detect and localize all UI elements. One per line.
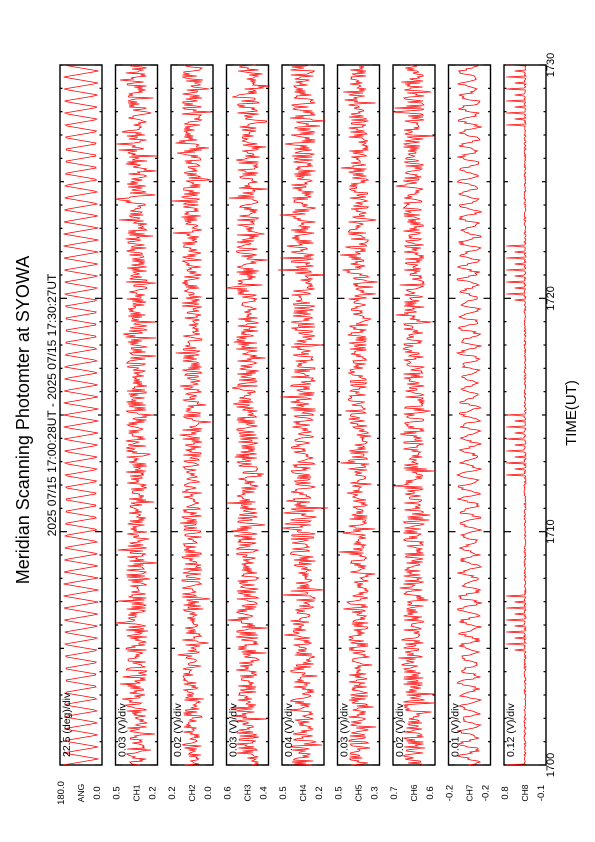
panel-5-scale-label: 0.03 (V)/div <box>339 703 351 757</box>
panel-4-frame <box>281 64 325 766</box>
panel-3-channel-label: CH3 <box>243 784 253 801</box>
panel-2-trace <box>171 64 212 766</box>
panel-7-scale-label: 0.01 (V)/div <box>450 703 462 757</box>
x-tick-label: 1730 <box>545 53 557 77</box>
panel-7-trace <box>455 64 483 766</box>
panel-6-channel-label: CH6 <box>409 784 419 801</box>
panel-1-tick-high: 0.5 <box>112 786 123 799</box>
x-tick-label: 1720 <box>545 286 557 310</box>
x-tick-label: 1700 <box>545 753 557 777</box>
panel-2-tick-low: 0.0 <box>203 786 214 799</box>
panel-4-channel-label: CH4 <box>298 784 308 801</box>
panel-5: 0.03 (V)/div 0.5 0.3 CH5 <box>334 64 381 802</box>
panel-6-tick-low: 0.6 <box>425 786 436 799</box>
panel-8-channel-label: CH8 <box>520 784 530 801</box>
panel-6-trace <box>392 64 436 766</box>
panel-angle-tick-high: 180.0 <box>56 781 67 805</box>
panel-1-trace <box>115 64 158 766</box>
panel-4: 0.04 (V)/div 0.5 0.2 CH4 <box>277 64 329 802</box>
panel-3-trace <box>226 64 270 766</box>
panel-angle-channel-label: ANG <box>76 784 86 802</box>
panel-4-scale-label: 0.04 (V)/div <box>283 703 295 757</box>
panel-5-frame <box>336 64 381 766</box>
panel-8-tick-high: 0.8 <box>500 786 511 799</box>
panel-6-scale-label: 0.02 (V)/div <box>394 703 406 757</box>
panel-3-scale-label: 0.03 (V)/div <box>228 703 240 757</box>
panel-1-scale-label: 0.03 (V)/div <box>117 703 129 757</box>
panel-6-tick-high: 0.7 <box>389 786 400 799</box>
panel-2-tick-high: 0.2 <box>167 786 178 799</box>
panel-5-trace <box>338 64 378 766</box>
panel-angle-trace <box>63 64 99 766</box>
panel-7-frame <box>447 64 492 766</box>
panel-1-channel-label: CH1 <box>132 784 142 801</box>
panel-angle-scale-label: 22.5 (deg)/div <box>61 692 73 757</box>
panel-8-trace <box>506 64 528 766</box>
panel-7-tick-low: -0.2 <box>481 785 492 801</box>
panel-1-tick-low: 0.2 <box>148 786 159 799</box>
panel-3: 0.03 (V)/div 0.6 0.4 CH3 <box>223 64 270 802</box>
panel-8: 0.12 (V)/div 0.8 -0.1 CH8 <box>500 64 547 802</box>
panel-1: 0.03 (V)/div 0.5 0.2 CH1 <box>112 64 159 802</box>
panel-4-tick-low: 0.2 <box>314 786 325 799</box>
panel-3-tick-high: 0.6 <box>223 786 234 799</box>
panel-8-scale-label: 0.12 (V)/div <box>505 703 517 757</box>
panel-5-channel-label: CH5 <box>354 784 364 801</box>
x-tick-label: 1710 <box>545 519 557 543</box>
panel-angle: 22.5 (deg)/div 180.0 0.0 ANG <box>56 64 103 805</box>
panel-2-channel-label: CH2 <box>187 784 197 801</box>
panel-5-tick-high: 0.5 <box>334 786 345 799</box>
panel-6: 0.02 (V)/div 0.7 0.6 CH6 <box>389 64 436 802</box>
panel-3-frame <box>225 64 270 766</box>
panel-2-scale-label: 0.02 (V)/div <box>172 703 184 757</box>
panel-5-tick-low: 0.3 <box>370 786 381 799</box>
panel-8-tick-low: -0.1 <box>536 785 547 801</box>
time-range: 2025 07/15 17:00:28UT - 2025 07/15 17:30… <box>45 273 59 536</box>
panel-angle-frame <box>59 64 103 766</box>
panel-4-tick-high: 0.5 <box>278 786 289 799</box>
panel-7-channel-label: CH7 <box>465 784 475 801</box>
panel-3-tick-low: 0.4 <box>259 786 270 799</box>
panel-2: 0.02 (V)/div 0.2 0.0 CH2 <box>167 64 214 802</box>
x-axis-label: TIME(UT) <box>563 380 580 446</box>
chart-title: Meridian Scanning Photomter at SYOWA <box>13 256 33 584</box>
x-tick-labels: 1700 1710 1720 1730 <box>545 53 557 777</box>
panel-7: 0.01 (V)/div -0.2 -0.2 CH7 <box>445 64 492 802</box>
panel-7-tick-high: -0.2 <box>445 785 456 801</box>
panels-group: 22.5 (deg)/div 180.0 0.0 ANG 0.03 (V)/div 0.5… <box>56 64 547 805</box>
panel-angle-tick-low: 0.0 <box>92 786 103 799</box>
panel-4-trace <box>277 64 329 766</box>
